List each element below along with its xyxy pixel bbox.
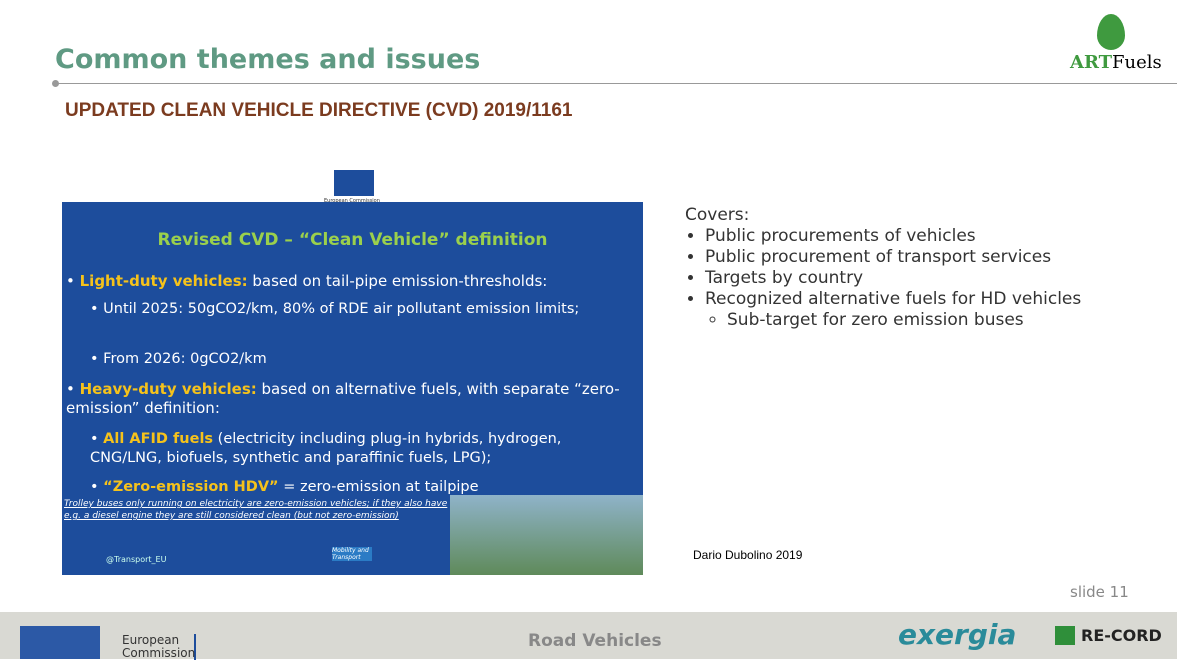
- rule-dot: [52, 80, 59, 87]
- cover-item: Public procurements of vehicles: [705, 226, 1081, 247]
- bullet-lead: “Zero-emission HDV”: [103, 479, 278, 495]
- bullet-text: Until 2025: 50gCO2/km, 80% of RDE air po…: [103, 301, 579, 317]
- bullet: • All AFID fuels (electricity including …: [90, 430, 630, 468]
- rule: [55, 83, 1177, 84]
- slide-number: slide 11: [1070, 583, 1129, 601]
- heading: Revised CVD – “Clean Vehicle” definition: [62, 230, 643, 250]
- footer-strip: Trolley buses only running on electricit…: [62, 495, 643, 575]
- cover-subitem: Sub-target for zero emission buses: [727, 310, 1081, 331]
- twitter: @Transport_EU: [106, 555, 166, 564]
- footnote: Trolley buses only running on electricit…: [64, 498, 449, 522]
- logo: ARTFuels: [1070, 52, 1162, 73]
- bullet: • Heavy-duty vehicles: based on alternat…: [66, 380, 636, 418]
- cover-item: Public procurement of transport services: [705, 247, 1081, 268]
- embedded-slide: European Commission Revised CVD – “Clean…: [62, 140, 643, 575]
- title: Common themes and issues: [55, 44, 480, 75]
- bus-photo: [450, 495, 643, 575]
- bullet-text: based on tail-pipe emission-thresholds:: [248, 272, 548, 290]
- bullet-text: = zero-emission at tailpipe: [279, 479, 479, 495]
- bullet: • Until 2025: 50gCO2/km, 80% of RDE air …: [90, 300, 630, 319]
- cover-item: Targets by country: [705, 268, 1081, 289]
- footer-logo: RE-CORD: [1055, 626, 1162, 645]
- bullet: • Light-duty vehicles: based on tail-pip…: [66, 272, 636, 291]
- covers: Covers: Public procurements of vehiclesP…: [685, 205, 1081, 331]
- bullet-text: From 2026: 0gCO2/km: [103, 351, 267, 367]
- badge: Mobility and Transport: [332, 547, 372, 561]
- top-bar: [0, 0, 1177, 8]
- logo-drop: [1097, 14, 1125, 50]
- footer-left: European Commission: [122, 634, 196, 660]
- bullet: • From 2026: 0gCO2/km: [90, 350, 630, 369]
- bullet-lead: All AFID fuels: [103, 431, 213, 447]
- footer-center: Road Vehicles: [528, 631, 662, 651]
- blue-panel: Revised CVD – “Clean Vehicle” definition…: [62, 202, 643, 495]
- footer-logo: exergia: [898, 618, 1016, 651]
- bullet-lead: Light-duty vehicles:: [80, 272, 248, 290]
- subtitle: UPDATED CLEAN VEHICLE DIRECTIVE (CVD) 20…: [65, 100, 573, 122]
- covers-label: Covers:: [685, 205, 1081, 226]
- eu-flag: [334, 170, 374, 196]
- footer: European Commission Road Vehicles exergi…: [0, 612, 1177, 659]
- bullet-lead: Heavy-duty vehicles:: [80, 380, 257, 398]
- sub-list: Sub-target for zero emission buses: [705, 310, 1081, 331]
- logo-part: Fuels: [1112, 52, 1162, 73]
- author: Dario Dubolino 2019: [693, 548, 802, 562]
- logo-part: ART: [1070, 52, 1112, 73]
- cover-item: Recognized alternative fuels for HD vehi…: [705, 289, 1081, 310]
- eu-flag: [20, 626, 100, 659]
- slide: Common themes and issues ARTFuels UPDATE…: [0, 0, 1177, 659]
